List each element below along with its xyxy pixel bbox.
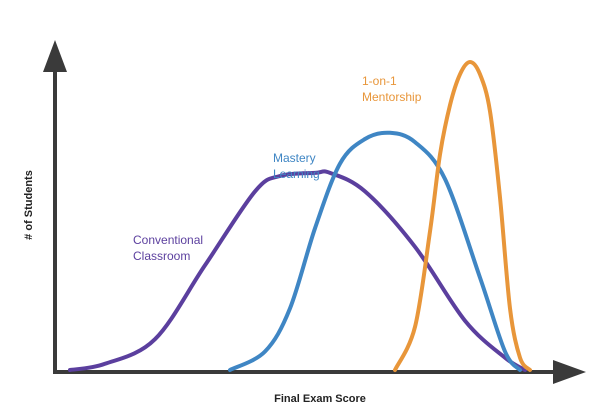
- series-label-mastery-learning: Mastery Learning: [273, 151, 320, 181]
- y-axis-arrowhead: [43, 40, 67, 72]
- series-line-mentorship: [393, 60, 532, 372]
- y-axis-label: # of Students: [23, 170, 35, 240]
- series-label-mentorship: 1-on-1 Mentorship: [362, 74, 422, 104]
- series-layer: [68, 60, 532, 372]
- series-line-conventional-classroom: [68, 169, 527, 372]
- axes: [43, 40, 586, 384]
- x-axis-label: Final Exam Score: [274, 393, 366, 405]
- series-line-mastery-learning: [228, 130, 522, 372]
- series-labels: Conventional Classroom Mastery Learning 1-on…: [133, 74, 422, 263]
- series-label-conventional-classroom: Conventional Classroom: [133, 233, 203, 263]
- x-axis-arrowhead: [553, 360, 586, 384]
